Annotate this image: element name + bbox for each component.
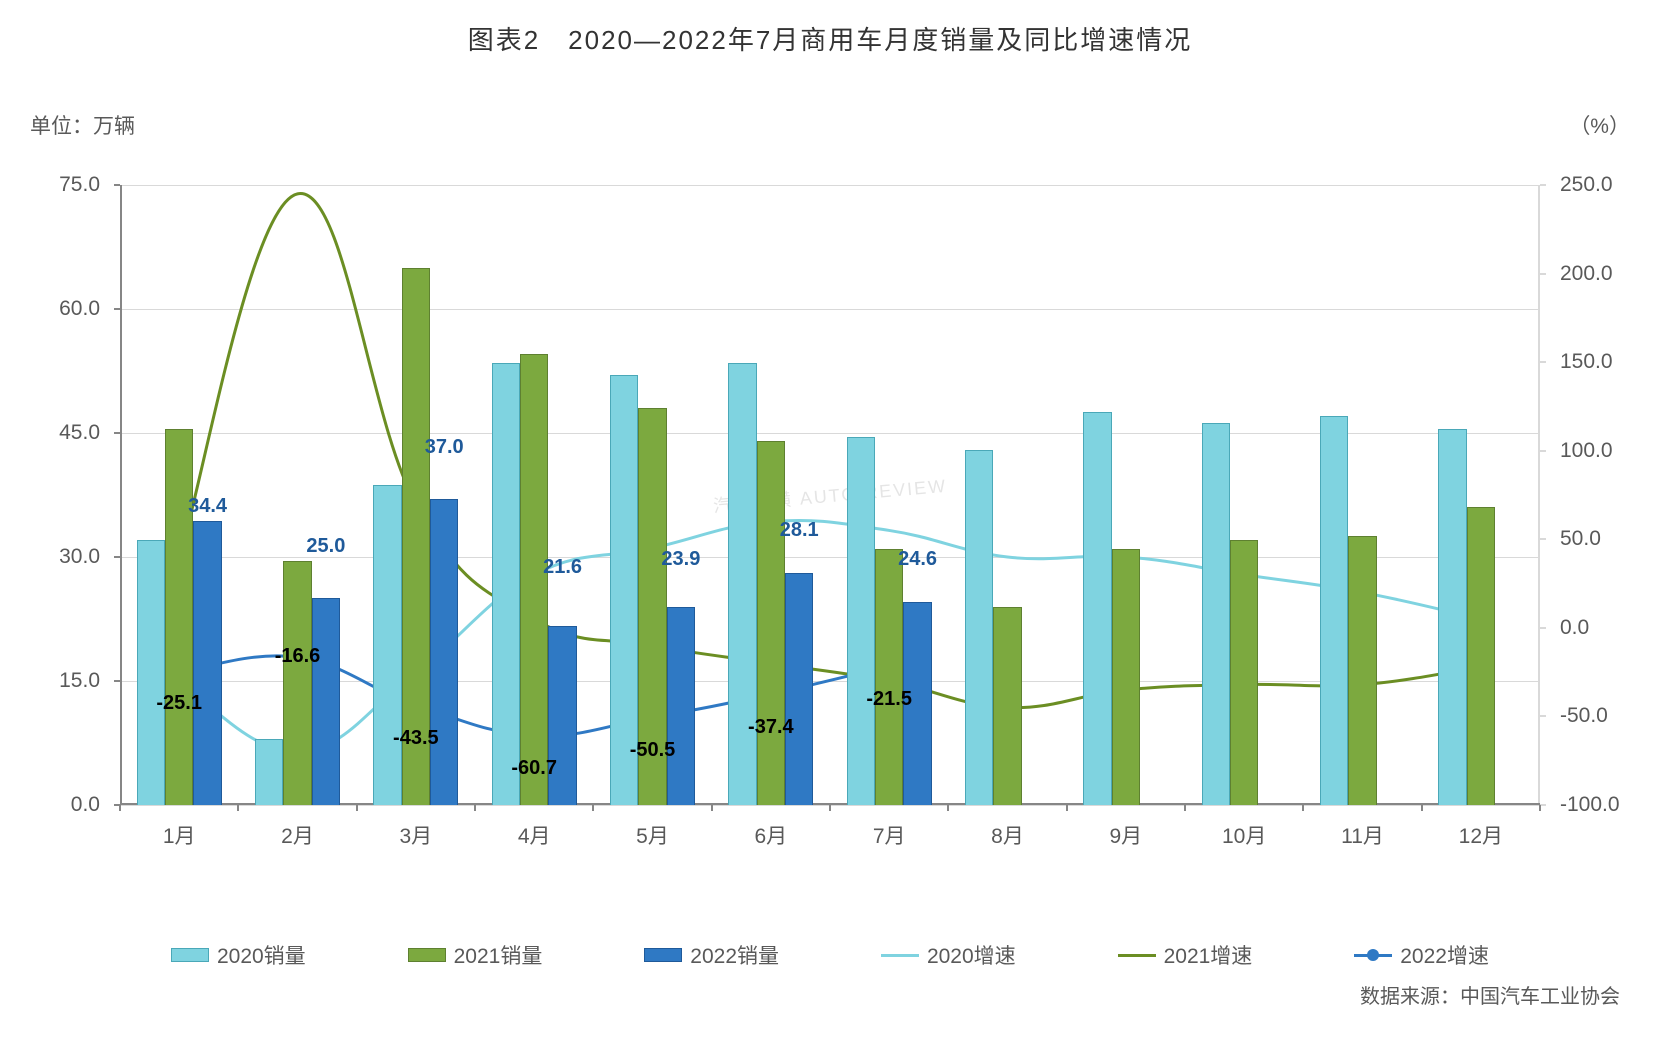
x-tick-label: 3月 xyxy=(399,820,432,850)
bar-2022销量 xyxy=(193,521,221,805)
data-source: 数据来源：中国汽车工业协会 xyxy=(1360,980,1620,1009)
y-right-tick-label: 0.0 xyxy=(1560,616,1589,640)
legend-swatch-line-marker-icon xyxy=(1354,954,1392,957)
y-left-tick-label: 30.0 xyxy=(59,545,100,569)
bar-2020销量 xyxy=(1202,423,1230,805)
chart-title: 图表2 2020—2022年7月商用车月度销量及同比增速情况 xyxy=(20,20,1640,57)
bar-2022销量 xyxy=(785,573,813,805)
legend-label: 2021增速 xyxy=(1164,940,1253,970)
growth-value-label: -60.7 xyxy=(511,757,557,780)
bar-2021销量 xyxy=(520,354,548,805)
bar-2020销量 xyxy=(255,739,283,805)
x-tick-label: 11月 xyxy=(1341,820,1384,850)
legend-swatch-bar-icon xyxy=(644,948,682,962)
bar-2021销量 xyxy=(875,549,903,805)
bar-2020销量 xyxy=(847,437,875,805)
bar-value-label: 23.9 xyxy=(661,548,700,571)
y-right-tick-label: -100.0 xyxy=(1560,793,1620,817)
bar-2022销量 xyxy=(312,598,340,805)
bar-2020销量 xyxy=(137,540,165,805)
y-left-tick-label: 45.0 xyxy=(59,421,100,445)
y-right-tick-label: 100.0 xyxy=(1560,439,1613,463)
y-right-tick-label: 150.0 xyxy=(1560,350,1613,374)
x-tick-label: 2月 xyxy=(281,820,314,850)
bar-2020销量 xyxy=(1320,416,1348,805)
legend-swatch-line-icon xyxy=(881,954,919,957)
x-tick-label: 5月 xyxy=(636,820,669,850)
bar-2021销量 xyxy=(1230,540,1258,805)
growth-value-label: -16.6 xyxy=(275,645,321,668)
x-tick-label: 12月 xyxy=(1459,820,1503,850)
y-left-tick-label: 0.0 xyxy=(71,793,100,817)
y-left-tick-label: 75.0 xyxy=(59,173,100,197)
legend-item: 2022销量 xyxy=(644,940,779,970)
growth-value-label: -25.1 xyxy=(156,692,202,715)
bar-2021销量 xyxy=(402,268,430,805)
bar-2022销量 xyxy=(430,499,458,805)
bar-2022销量 xyxy=(667,607,695,805)
legend-item: 2020增速 xyxy=(881,940,1016,970)
legend-label: 2020增速 xyxy=(927,940,1016,970)
bar-2020销量 xyxy=(492,363,520,805)
legend-item: 2020销量 xyxy=(171,940,306,970)
x-tick-label: 8月 xyxy=(991,820,1024,850)
legend-item: 2021增速 xyxy=(1118,940,1253,970)
bar-2021销量 xyxy=(1348,536,1376,805)
y-right-tick-label: -50.0 xyxy=(1560,704,1608,728)
legend-item: 2021销量 xyxy=(408,940,543,970)
bar-value-label: 34.4 xyxy=(188,495,227,518)
growth-value-label: -43.5 xyxy=(393,727,439,750)
bar-value-label: 37.0 xyxy=(425,436,464,459)
y-axis-right-unit: （%） xyxy=(1569,110,1630,140)
bar-2021销量 xyxy=(1112,549,1140,805)
bar-2021销量 xyxy=(165,429,193,805)
x-tick-label: 10月 xyxy=(1222,820,1266,850)
chart-container: 图表2 2020—2022年7月商用车月度销量及同比增速情况 单位：万辆 （%）… xyxy=(20,20,1640,1027)
bar-value-label: 21.6 xyxy=(543,556,582,579)
bar-2021销量 xyxy=(1467,507,1495,805)
y-left-tick-label: 60.0 xyxy=(59,297,100,321)
growth-value-label: -37.4 xyxy=(748,716,794,739)
legend-label: 2021销量 xyxy=(454,940,543,970)
x-tick-label: 4月 xyxy=(518,820,551,850)
legend-swatch-line-icon xyxy=(1118,954,1156,957)
legend-swatch-bar-icon xyxy=(171,948,209,962)
bar-value-label: 24.6 xyxy=(898,548,937,571)
bar-2021销量 xyxy=(283,561,311,805)
legend-label: 2020销量 xyxy=(217,940,306,970)
legend: 2020销量 2021销量 2022销量 2020增速 2021增速 2022增速 xyxy=(120,940,1540,970)
plot-area: 汽车纵横 AUTO REVIEW 34.425.037.021.623.928.… xyxy=(120,185,1540,805)
bar-2020销量 xyxy=(373,485,401,805)
bar-2021销量 xyxy=(993,607,1021,805)
x-tick-label: 9月 xyxy=(1109,820,1142,850)
x-tick-label: 6月 xyxy=(754,820,787,850)
legend-swatch-bar-icon xyxy=(408,948,446,962)
y-axis-right: -100.0-50.00.050.0100.0150.0200.0250.0 xyxy=(1550,185,1640,805)
bar-value-label: 25.0 xyxy=(306,535,345,558)
x-tick-label: 7月 xyxy=(873,820,906,850)
x-axis: 1月 2月 3月 4月 5月 6月 7月 8月 9月 10月 11月 12月 xyxy=(120,820,1540,860)
y-right-tick-label: 250.0 xyxy=(1560,173,1613,197)
y-axis-left: 0.015.030.045.060.075.0 xyxy=(20,185,110,805)
legend-label: 2022增速 xyxy=(1400,940,1489,970)
bar-value-label: 28.1 xyxy=(780,519,819,542)
bar-2020销量 xyxy=(965,450,993,805)
growth-value-label: -50.5 xyxy=(630,739,676,762)
legend-item: 2022增速 xyxy=(1354,940,1489,970)
y-left-tick-label: 15.0 xyxy=(59,669,100,693)
bar-2020销量 xyxy=(1083,412,1111,805)
y-right-tick-label: 50.0 xyxy=(1560,527,1601,551)
growth-value-label: -21.5 xyxy=(866,688,912,711)
x-tick-label: 1月 xyxy=(163,820,196,850)
bar-2020销量 xyxy=(1438,429,1466,805)
bar-2021销量 xyxy=(757,441,785,805)
y-right-tick-label: 200.0 xyxy=(1560,262,1613,286)
y-axis-left-unit: 单位：万辆 xyxy=(30,110,135,140)
legend-label: 2022销量 xyxy=(690,940,779,970)
